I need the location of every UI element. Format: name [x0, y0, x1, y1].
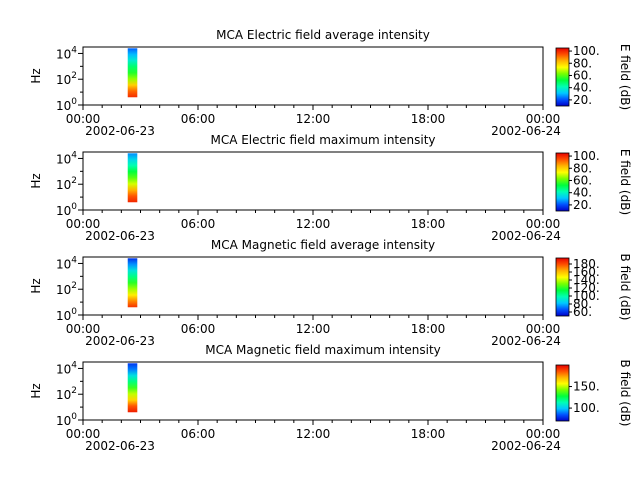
heatmap-data: [127, 48, 138, 98]
y-tick-label: 104: [56, 360, 77, 376]
y-axis-label: Hz: [29, 383, 43, 398]
plot-frame: [82, 151, 544, 211]
colorbar-tick-label: 20.: [573, 198, 592, 212]
panel-2: MCA Electric field maximum intensity 00:0…: [29, 133, 632, 243]
x-tick-label: 06:00: [181, 427, 216, 441]
colorbar-tick-label: 100.: [573, 401, 600, 415]
x-tick-label: 00:00: [526, 427, 561, 441]
x-date-start: 2002-06-23: [85, 229, 155, 243]
colorbar-tick-label: 80.: [573, 161, 592, 175]
colorbar-tick-label: 40.: [573, 186, 592, 200]
x-tick-label: 00:00: [526, 112, 561, 126]
colorbar-label: E field (dB): [618, 149, 632, 215]
colorbar-tick-label: 100.: [573, 44, 600, 58]
x-tick-label: 06:00: [181, 112, 216, 126]
colorbar: [556, 48, 569, 106]
colorbar-frame: [555, 257, 570, 317]
colorbar-label: B field (dB): [618, 360, 632, 427]
panel-title: MCA Magnetic field maximum intensity: [205, 343, 441, 357]
colorbar-tick-label: 80.: [573, 56, 592, 70]
y-axis-label: Hz: [29, 278, 43, 293]
y-tick-label: 100: [56, 307, 77, 323]
colorbar-tick-label: 80.: [573, 297, 592, 311]
colorbar: [556, 258, 569, 316]
colorbar-tick-label: 150.: [573, 380, 600, 394]
x-tick-label: 18:00: [411, 322, 446, 336]
y-tick-label: 102: [56, 386, 77, 402]
colorbar-tick-label: 180.: [573, 257, 600, 271]
x-tick-label: 18:00: [411, 112, 446, 126]
x-date-end: 2002-06-24: [491, 439, 561, 453]
x-tick-label: 12:00: [296, 322, 331, 336]
x-tick-label: 12:00: [296, 427, 331, 441]
x-tick-label: 00:00: [66, 322, 101, 336]
y-tick-label: 102: [56, 176, 77, 192]
colorbar-label: E field (dB): [618, 44, 632, 110]
heatmap-data: [127, 258, 138, 308]
colorbar-tick-label: 140.: [573, 273, 600, 287]
y-tick-label: 100: [56, 202, 77, 218]
colorbar-frame: [555, 364, 570, 422]
x-date-start: 2002-06-23: [85, 124, 155, 138]
y-tick-label: 100: [56, 412, 77, 428]
plot-frame: [82, 361, 544, 421]
y-axis-label: Hz: [29, 68, 43, 83]
plot-frame: [82, 256, 544, 316]
x-tick-label: 00:00: [66, 217, 101, 231]
x-tick-label: 00:00: [526, 217, 561, 231]
colorbar-tick-label: 60.: [573, 305, 592, 319]
panel-3: MCA Magnetic field average intensity 00:0…: [29, 238, 632, 348]
panel-1: MCA Electric field average intensity 00:0…: [29, 28, 632, 138]
x-tick-label: 12:00: [296, 112, 331, 126]
y-tick-label: 102: [56, 71, 77, 87]
y-tick-label: 104: [56, 150, 77, 166]
x-tick-label: 18:00: [411, 217, 446, 231]
x-date-start: 2002-06-23: [85, 439, 155, 453]
colorbar-tick-label: 20.: [573, 93, 592, 107]
x-date-end: 2002-06-24: [491, 334, 561, 348]
x-date-end: 2002-06-24: [491, 124, 561, 138]
x-date-start: 2002-06-23: [85, 334, 155, 348]
y-axis-label: Hz: [29, 173, 43, 188]
colorbar-frame: [555, 152, 570, 212]
y-tick-label: 104: [56, 255, 77, 271]
x-tick-label: 12:00: [296, 217, 331, 231]
colorbar-tick-label: 120.: [573, 281, 600, 295]
panel-title: MCA Magnetic field average intensity: [211, 238, 435, 252]
panel-4: MCA Magnetic field maximum intensity 00:0…: [29, 343, 632, 453]
colorbar-tick-label: 60.: [573, 68, 592, 82]
panel-title: MCA Electric field average intensity: [216, 28, 430, 42]
colorbar-tick-label: 60.: [573, 173, 592, 187]
colorbar: [556, 365, 569, 421]
y-tick-label: 102: [56, 281, 77, 297]
colorbar-tick-label: 40.: [573, 81, 592, 95]
x-date-end: 2002-06-24: [491, 229, 561, 243]
heatmap-data: [127, 153, 138, 203]
heatmap-data: [127, 363, 138, 413]
colorbar-tick-label: 100.: [573, 149, 600, 163]
y-tick-label: 100: [56, 97, 77, 113]
plot-frame: [82, 46, 544, 106]
x-tick-label: 06:00: [181, 217, 216, 231]
x-tick-label: 00:00: [526, 322, 561, 336]
y-tick-label: 104: [56, 45, 77, 61]
colorbar-frame: [555, 47, 570, 107]
colorbar-label: B field (dB): [618, 254, 632, 321]
colorbar: [556, 153, 569, 211]
panel-title: MCA Electric field maximum intensity: [210, 133, 435, 147]
colorbar-tick-label: 160.: [573, 265, 600, 279]
x-tick-label: 06:00: [181, 322, 216, 336]
x-tick-label: 00:00: [66, 112, 101, 126]
colorbar-tick-label: 100.: [573, 289, 600, 303]
x-tick-label: 18:00: [411, 427, 446, 441]
x-tick-label: 00:00: [66, 427, 101, 441]
